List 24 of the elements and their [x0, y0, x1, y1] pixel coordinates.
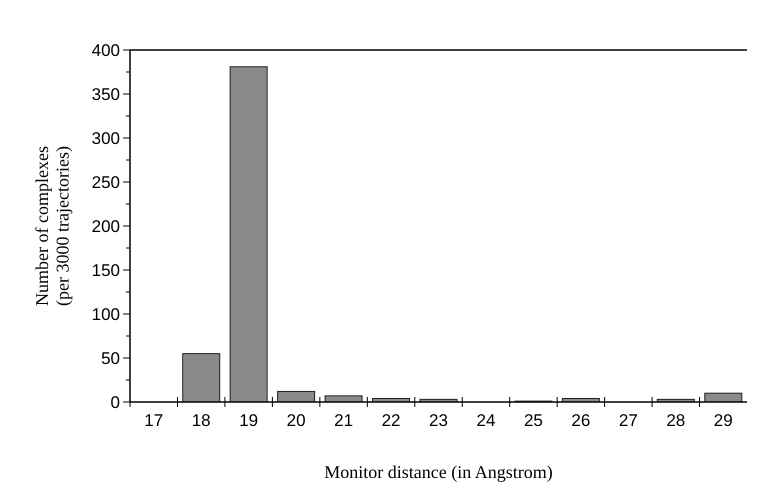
x-tick-label: 29 [714, 411, 733, 430]
x-tick-label: 26 [571, 411, 590, 430]
y-tick-label: 300 [92, 128, 120, 148]
x-tick-label: 17 [144, 411, 164, 430]
y-tick-label: 100 [92, 304, 120, 324]
y-tick-label: 0 [110, 392, 120, 412]
x-tick-label: 19 [239, 411, 258, 430]
x-tick-label: 27 [618, 411, 638, 430]
x-tick-label: 21 [334, 411, 354, 430]
x-tick-label: 24 [476, 411, 496, 430]
y-tick-label: 350 [92, 84, 120, 104]
x-tick-label: 28 [666, 411, 686, 430]
x-tick-label: 22 [382, 411, 400, 430]
y-tick-label: 200 [92, 216, 120, 236]
y-axis-title: Number of complexes (per 3000 trajectories) [32, 146, 73, 306]
x-tick-label: 25 [524, 411, 543, 430]
y-tick-label: 150 [92, 260, 120, 280]
x-axis-title: Monitor distance (in Angstrom) [324, 462, 553, 482]
x-tick-label: 18 [192, 411, 211, 430]
x-tick-label: 20 [286, 411, 306, 430]
x-tick-label: 23 [429, 411, 448, 430]
y-tick-label: 250 [92, 172, 120, 192]
y-tick-label: 50 [101, 348, 120, 368]
y-tick-label: 400 [92, 40, 120, 60]
